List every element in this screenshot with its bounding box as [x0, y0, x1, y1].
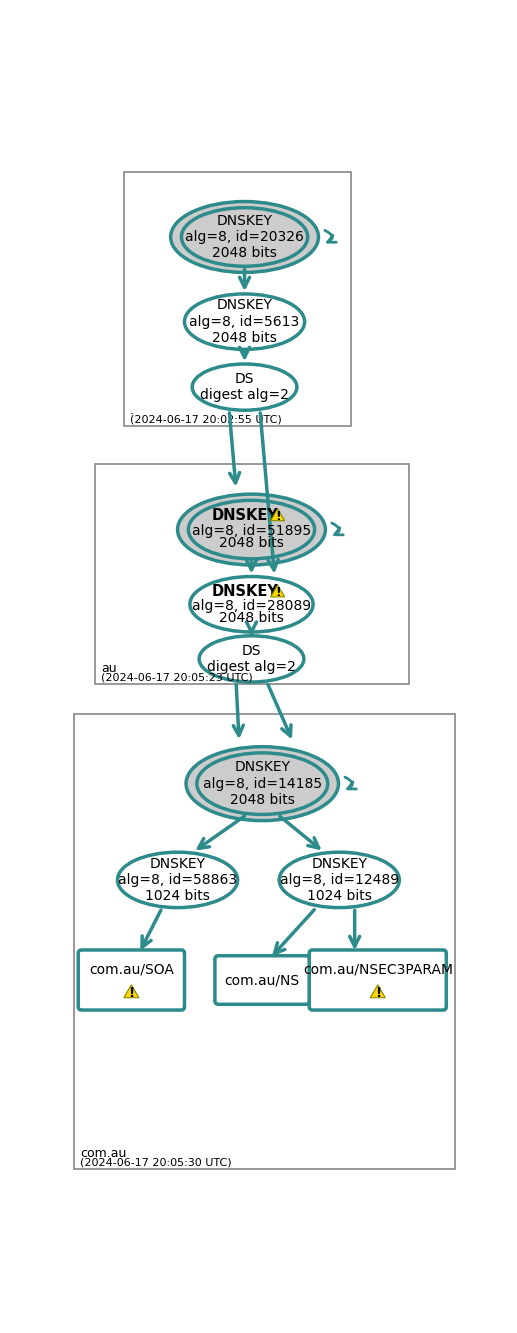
Bar	[73, 714, 455, 1169]
Ellipse shape	[186, 746, 339, 821]
Ellipse shape	[117, 852, 238, 908]
Ellipse shape	[181, 208, 308, 267]
FancyArrowPatch shape	[332, 523, 343, 535]
Text: com.au: com.au	[80, 1148, 126, 1160]
Polygon shape	[271, 509, 285, 521]
FancyBboxPatch shape	[78, 950, 185, 1010]
Text: DNSKEY
alg=8, id=12489
1024 bits: DNSKEY alg=8, id=12489 1024 bits	[280, 857, 399, 904]
Text: com.au/NS: com.au/NS	[225, 973, 300, 986]
Polygon shape	[271, 585, 285, 597]
Ellipse shape	[190, 577, 313, 632]
Text: DNSKEY: DNSKEY	[212, 508, 279, 523]
Text: alg=8, id=51895: alg=8, id=51895	[192, 524, 311, 539]
Text: au: au	[101, 663, 117, 674]
FancyBboxPatch shape	[309, 950, 446, 1010]
Text: alg=8, id=28089: alg=8, id=28089	[192, 599, 311, 613]
Text: DS
digest alg=2: DS digest alg=2	[200, 372, 289, 403]
Text: DS
digest alg=2: DS digest alg=2	[207, 644, 296, 674]
Bar	[95, 464, 408, 684]
Text: com.au/NSEC3PARAM: com.au/NSEC3PARAM	[303, 962, 453, 976]
Text: 2048 bits: 2048 bits	[219, 611, 284, 625]
Bar	[124, 172, 351, 425]
FancyBboxPatch shape	[215, 956, 310, 1004]
Text: !: !	[375, 986, 381, 1000]
Ellipse shape	[185, 295, 305, 349]
Text: (2024-06-17 20:05:30 UTC): (2024-06-17 20:05:30 UTC)	[80, 1158, 232, 1168]
Text: DNSKEY
alg=8, id=58863
1024 bits: DNSKEY alg=8, id=58863 1024 bits	[118, 857, 237, 904]
Ellipse shape	[279, 852, 399, 908]
Text: com.au/SOA: com.au/SOA	[89, 962, 174, 976]
Ellipse shape	[192, 364, 297, 411]
FancyArrowPatch shape	[325, 231, 337, 243]
Text: DNSKEY
alg=8, id=5613
2048 bits: DNSKEY alg=8, id=5613 2048 bits	[189, 299, 300, 345]
Polygon shape	[370, 985, 385, 997]
Ellipse shape	[188, 500, 315, 559]
Ellipse shape	[197, 753, 328, 814]
Text: .: .	[130, 404, 134, 417]
Text: DNSKEY
alg=8, id=14185
2048 bits: DNSKEY alg=8, id=14185 2048 bits	[203, 760, 322, 806]
Text: !: !	[275, 587, 281, 600]
Text: !: !	[275, 511, 281, 523]
Text: (2024-06-17 20:05:23 UTC): (2024-06-17 20:05:23 UTC)	[101, 673, 253, 682]
Text: 2048 bits: 2048 bits	[219, 536, 284, 551]
Text: DNSKEY
alg=8, id=20326
2048 bits: DNSKEY alg=8, id=20326 2048 bits	[185, 213, 304, 260]
Polygon shape	[124, 985, 139, 997]
FancyArrowPatch shape	[345, 777, 356, 789]
Text: DNSKEY: DNSKEY	[212, 584, 279, 600]
Text: (2024-06-17 20:02:55 UTC): (2024-06-17 20:02:55 UTC)	[130, 415, 282, 425]
Ellipse shape	[171, 201, 318, 272]
Ellipse shape	[177, 495, 325, 565]
Text: !: !	[128, 986, 134, 1000]
Ellipse shape	[199, 636, 304, 682]
